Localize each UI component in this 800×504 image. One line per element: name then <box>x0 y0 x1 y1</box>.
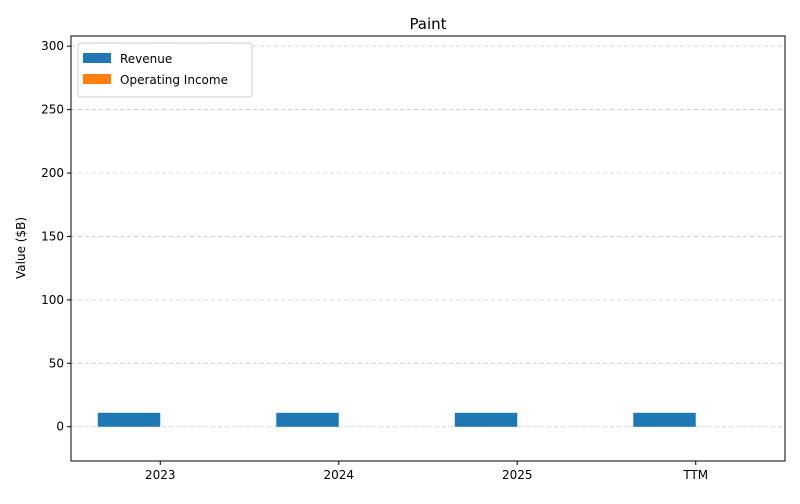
axis-ticks: 0 50 100 150 200 250 300 2023 2024 2025 TTM <box>41 39 708 482</box>
x-tick-label: 2025 <box>502 468 533 482</box>
bar-revenue <box>97 412 161 427</box>
legend-label: Operating Income <box>120 73 228 87</box>
plot-frame <box>70 35 786 462</box>
bar-revenue <box>276 412 339 427</box>
bar-revenue <box>454 412 518 427</box>
y-tick-label: 150 <box>41 229 64 243</box>
x-tick-label: 2023 <box>145 468 176 482</box>
grid-lines <box>71 45 785 428</box>
legend-label: Revenue <box>120 52 172 66</box>
legend-box <box>77 42 253 98</box>
y-tick-label: 0 <box>56 420 64 434</box>
y-tick-label: 50 <box>49 356 64 370</box>
y-tick-label: 300 <box>41 39 64 53</box>
bars <box>97 412 696 427</box>
legend-swatch <box>83 53 111 63</box>
bar-revenue <box>633 412 696 427</box>
x-tick-label: 2024 <box>323 468 354 482</box>
y-tick-label: 200 <box>41 166 64 180</box>
x-tick-label: TTM <box>682 468 708 482</box>
legend: Revenue Operating Income <box>77 42 253 98</box>
y-tick-label: 250 <box>41 103 64 117</box>
y-tick-label: 100 <box>41 293 64 307</box>
y-axis-label: Value ($B) <box>14 217 28 279</box>
legend-swatch <box>83 74 111 84</box>
chart-title: Paint <box>409 15 446 33</box>
